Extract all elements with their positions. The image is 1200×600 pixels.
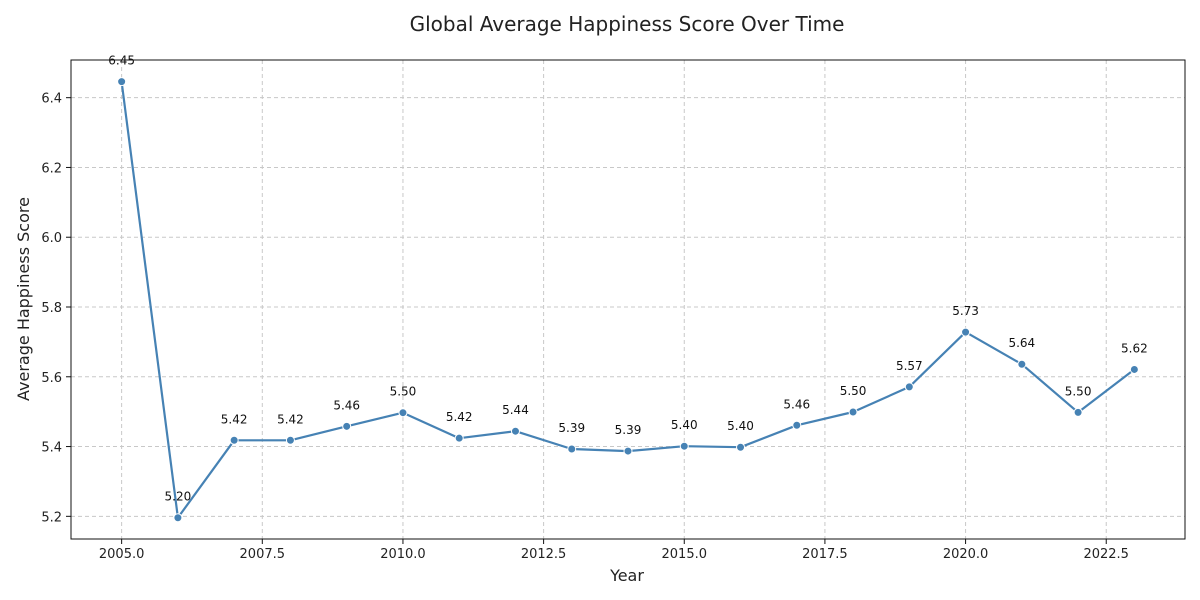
y-tick-label: 6.2 <box>41 161 62 176</box>
x-tick-label: 2015.0 <box>662 547 708 562</box>
y-tick-label: 6.4 <box>41 92 62 107</box>
data-label: 5.40 <box>671 418 698 432</box>
data-point <box>792 420 802 430</box>
data-label: 5.46 <box>783 397 810 411</box>
data-label: 6.45 <box>108 54 135 68</box>
data-label-layer: 6.45 5.20 5.42 5.42 5.46 5.50 5.42 5.44 5.39 5.39… <box>108 54 1147 504</box>
x-tick-label: 2010.0 <box>380 547 426 562</box>
y-tick-label: 5.6 <box>41 371 62 386</box>
data-point <box>1129 364 1139 374</box>
data-label: 5.57 <box>896 359 923 373</box>
data-label: 5.50 <box>840 384 867 398</box>
data-point <box>736 442 746 452</box>
data-label: 5.42 <box>277 412 304 426</box>
tick-layer: 2005.0 2007.5 2010.0 2012.5 2015.0 2017.5 2020… <box>41 92 1129 562</box>
data-point <box>904 382 914 392</box>
data-label: 5.39 <box>615 423 642 437</box>
y-axis-label: Average Happiness Score <box>14 197 33 401</box>
data-point <box>342 421 352 431</box>
data-point <box>848 407 858 417</box>
data-point <box>1017 359 1027 369</box>
data-label: 5.40 <box>727 419 754 433</box>
x-axis-label: Year <box>609 566 644 585</box>
y-tick-label: 5.4 <box>41 441 62 456</box>
data-point <box>679 441 689 451</box>
data-point <box>285 435 295 445</box>
data-label: 5.42 <box>446 410 473 424</box>
plot-area-frame <box>70 59 1186 540</box>
x-tick-label: 2007.5 <box>240 547 286 562</box>
y-tick-label: 6.0 <box>41 231 62 246</box>
data-point <box>961 327 971 337</box>
data-label: 5.64 <box>1008 336 1035 350</box>
data-label: 5.62 <box>1121 341 1148 355</box>
data-label: 5.20 <box>165 490 192 504</box>
data-label: 5.73 <box>952 304 979 318</box>
chart-title: Global Average Happiness Score Over Time <box>410 12 845 36</box>
x-tick-label: 2012.5 <box>521 547 567 562</box>
y-tick-label: 5.8 <box>41 301 62 316</box>
grid-layer <box>71 60 1185 539</box>
x-tick-label: 2005.0 <box>99 547 145 562</box>
data-point <box>623 446 633 456</box>
data-label: 5.42 <box>221 412 248 426</box>
x-tick-label: 2022.5 <box>1083 547 1129 562</box>
data-point <box>1073 407 1083 417</box>
data-point <box>229 435 239 445</box>
data-point <box>173 513 183 523</box>
data-point <box>510 426 520 436</box>
data-label: 5.44 <box>502 403 529 417</box>
data-point <box>567 444 577 454</box>
data-label: 5.50 <box>1065 384 1092 398</box>
series-layer <box>117 77 1139 523</box>
data-label: 5.46 <box>333 398 360 412</box>
data-point <box>398 408 408 418</box>
y-tick-label: 5.2 <box>41 510 62 525</box>
data-point <box>454 433 464 443</box>
x-tick-label: 2017.5 <box>802 547 848 562</box>
data-label: 5.50 <box>390 385 417 399</box>
data-label: 5.39 <box>558 421 585 435</box>
data-point <box>117 77 127 87</box>
x-tick-label: 2020.0 <box>943 547 989 562</box>
